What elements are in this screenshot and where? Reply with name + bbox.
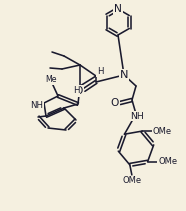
Text: OMe: OMe	[122, 176, 141, 185]
Text: OMe: OMe	[153, 127, 172, 136]
Text: OMe: OMe	[158, 157, 177, 166]
Text: Me: Me	[45, 76, 57, 84]
Text: NH: NH	[130, 111, 144, 120]
Text: O: O	[75, 86, 83, 96]
Text: H: H	[73, 85, 79, 95]
Text: N: N	[120, 70, 128, 80]
Text: N: N	[114, 4, 122, 14]
Text: NH: NH	[31, 100, 44, 110]
Text: O: O	[111, 98, 119, 108]
Text: H: H	[97, 68, 103, 77]
